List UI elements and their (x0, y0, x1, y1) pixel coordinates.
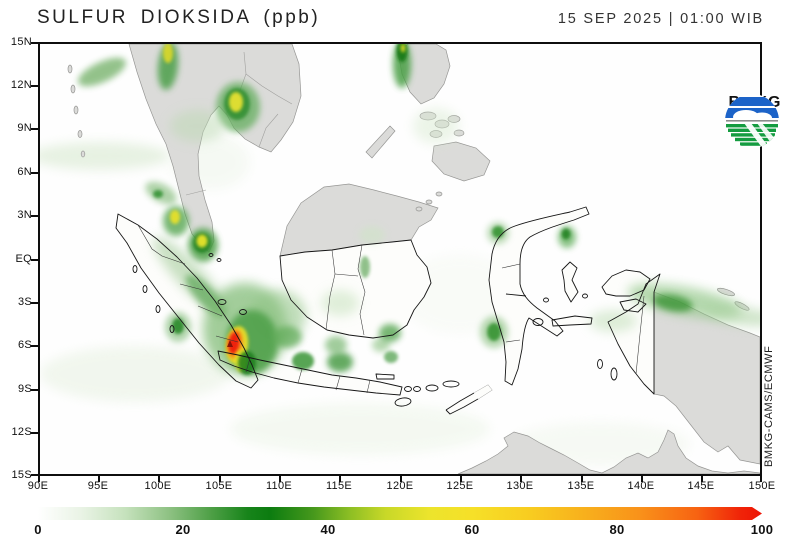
lat-label: 15N (10, 36, 32, 48)
lon-label: 130E (506, 480, 534, 492)
lon-tick (760, 476, 762, 482)
lat-tick (31, 389, 38, 391)
lon-label: 95E (87, 480, 109, 492)
colorbar-tick-label: 20 (175, 522, 191, 537)
lon-tick (460, 476, 462, 482)
lat-tick (31, 85, 38, 87)
lon-label: 140E (627, 480, 655, 492)
map-plot-area: BMKG (38, 42, 780, 476)
so2-plumes (78, 44, 760, 375)
indonesia-so2-map (40, 44, 760, 474)
lat-label: 9S (17, 383, 32, 395)
lat-label: 3S (17, 296, 32, 308)
lat-label: 9N (17, 122, 32, 134)
lat-label: 12S (11, 426, 32, 438)
lon-tick (400, 476, 402, 482)
colorbar-tick-label: 80 (609, 522, 625, 537)
mainland-sea (128, 44, 302, 253)
lat-label: 15S (11, 469, 32, 481)
lon-tick (38, 476, 40, 482)
colorbar-tick-label: 100 (750, 522, 774, 537)
lat-tick (31, 128, 38, 130)
lat-label: 3N (17, 209, 32, 221)
colorbar-gradient (38, 507, 762, 520)
lon-tick (520, 476, 522, 482)
lon-label: 100E (144, 480, 172, 492)
colorbar-tick-label: 0 (34, 522, 42, 537)
lon-tick (581, 476, 583, 482)
province-borders (137, 224, 645, 394)
lon-label: 135E (567, 480, 595, 492)
lat-label: 6S (17, 339, 32, 351)
lon-tick (641, 476, 643, 482)
bmkg-logo: BMKG (724, 93, 786, 173)
lon-label: 145E (687, 480, 715, 492)
colorbar-tick-label: 40 (320, 522, 336, 537)
lon-tick (279, 476, 281, 482)
colorbar-tick-label: 60 (464, 522, 480, 537)
lat-label: EQ (15, 253, 32, 265)
bmkg-logo-icon (725, 94, 779, 148)
data-source-label: BMKG-CAMS/ECMWF (763, 345, 775, 467)
lat-label: 12N (10, 79, 32, 91)
lon-tick (219, 476, 221, 482)
lon-tick (339, 476, 341, 482)
luzon (397, 44, 451, 105)
palawan (365, 125, 396, 159)
lat-tick (31, 432, 38, 434)
lat-tick (31, 259, 38, 261)
mindanao (431, 141, 491, 182)
lat-tick (31, 345, 38, 347)
lon-label: 110E (265, 480, 293, 492)
australia (457, 429, 760, 474)
lon-tick (98, 476, 100, 482)
valid-datetime: 15 SEP 2025 | 01:00 WIB (557, 11, 764, 27)
lon-label: 120E (386, 480, 414, 492)
lat-tick (31, 172, 38, 174)
volcano-marker (227, 340, 233, 347)
lon-label: 105E (205, 480, 233, 492)
lon-label: 150E (748, 480, 776, 492)
lon-tick (158, 476, 160, 482)
lat-tick (31, 302, 38, 304)
lon-tick (701, 476, 703, 482)
lon-label: 125E (446, 480, 474, 492)
indonesia-coastlines (115, 206, 661, 415)
lat-label: 6N (17, 166, 32, 178)
lon-label: 115E (325, 480, 353, 492)
lat-tick (31, 474, 38, 476)
page-title: SULFUR DIOKSIDA (ppb) (37, 7, 321, 28)
lat-tick (31, 215, 38, 217)
lat-tick (31, 42, 38, 44)
lon-label: 90E (27, 480, 49, 492)
